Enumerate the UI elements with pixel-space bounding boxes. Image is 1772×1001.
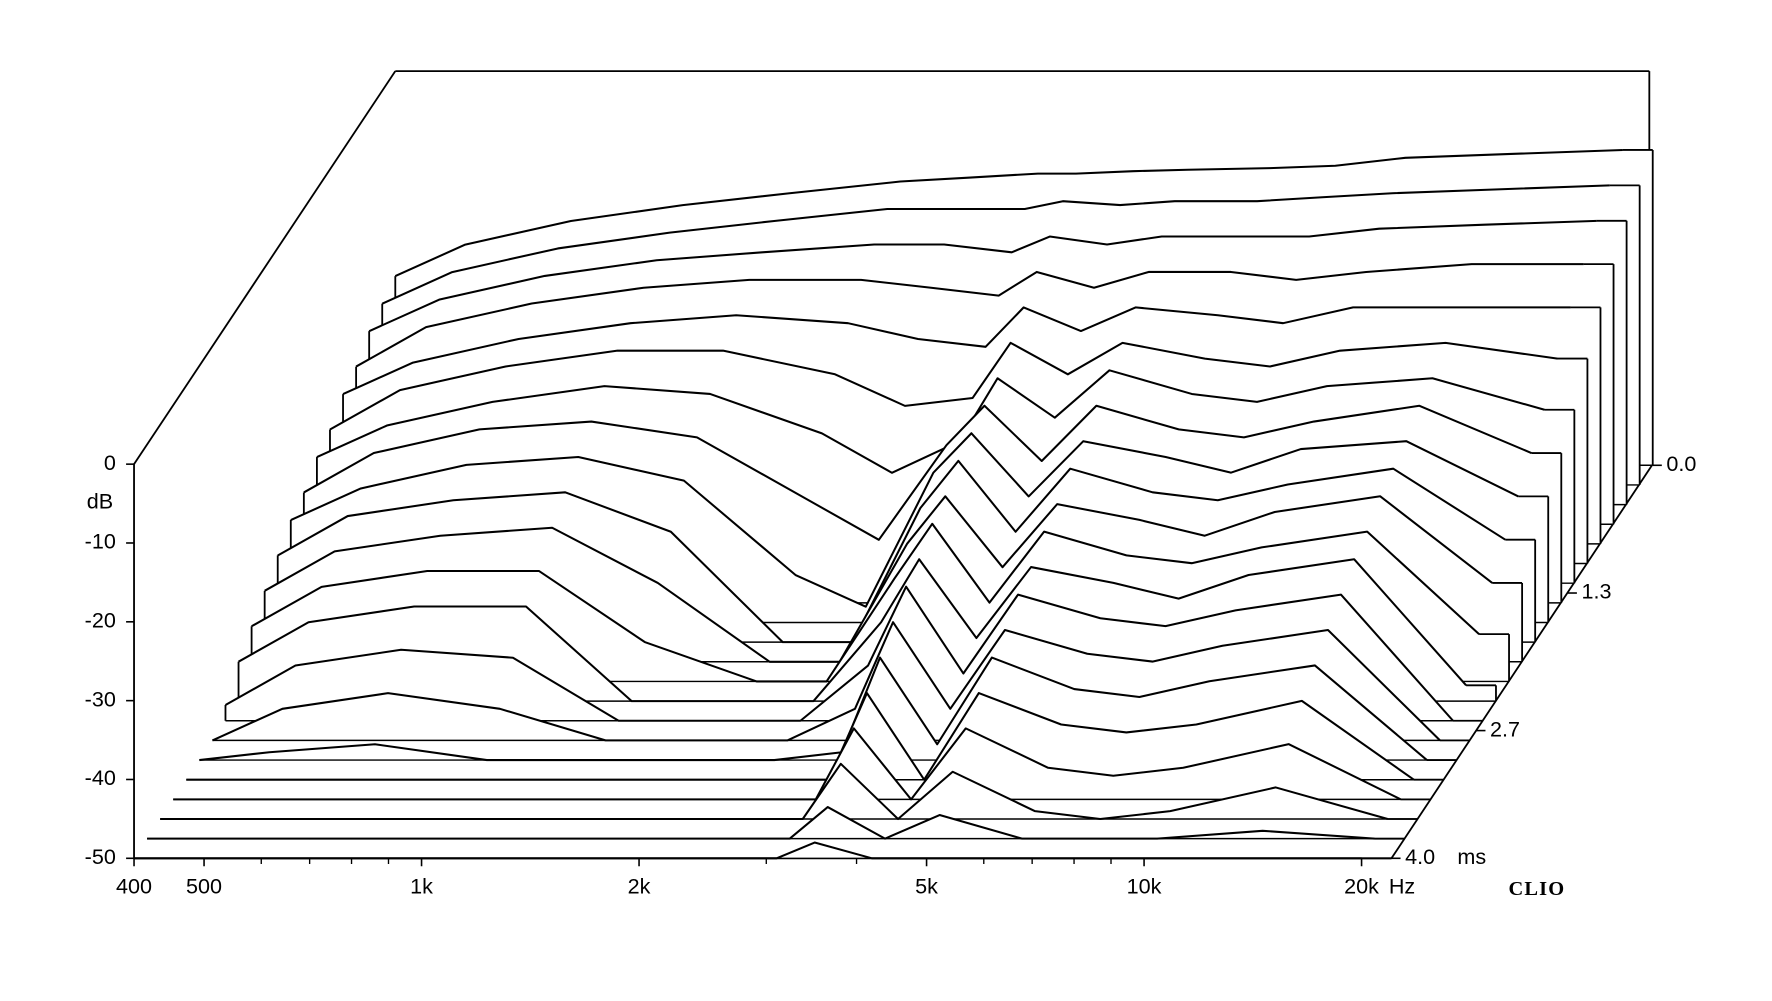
slice <box>160 762 1418 821</box>
decay-curve <box>147 806 1375 840</box>
watermark: CLIO <box>1508 878 1565 900</box>
decay-curve <box>186 692 1415 781</box>
y-tick-label: -40 <box>85 765 116 790</box>
decay-curve <box>316 369 1545 474</box>
x-tick-label: 5k <box>915 874 938 899</box>
y-axis-label: dB <box>87 488 113 513</box>
z-tick-label: 2.7 <box>1490 716 1520 741</box>
z-tick-label: 1.3 <box>1581 579 1611 604</box>
slice-mask <box>186 692 1444 780</box>
decay-curve <box>224 585 1454 722</box>
z-axis-label: ms <box>1457 844 1486 869</box>
decay-curve <box>355 263 1584 368</box>
decay-curve <box>264 495 1493 663</box>
x-tick-label: 400 <box>116 874 152 899</box>
x-axis-label: Hz <box>1389 874 1415 899</box>
slice-mask <box>134 842 1392 859</box>
decay-curve <box>134 841 1362 860</box>
slice-mask <box>173 728 1431 800</box>
decay-curve <box>303 404 1532 541</box>
slice-mask <box>160 763 1418 820</box>
z-tick-label: 4.0 <box>1405 844 1435 869</box>
decay-curve <box>368 219 1597 333</box>
y-tick-label: -50 <box>85 844 116 869</box>
decay-curve <box>173 727 1402 801</box>
y-tick-label: 0 <box>104 450 116 475</box>
decay-curve <box>290 432 1519 608</box>
y-tick-label: -20 <box>85 608 116 633</box>
x-tick-label: 1k <box>410 874 433 899</box>
decay-curve <box>251 522 1480 683</box>
frame-edge <box>133 70 397 465</box>
decay-curve <box>381 184 1610 305</box>
decay-curve <box>160 762 1389 821</box>
x-tick-label: 10k <box>1127 874 1162 899</box>
slice-mask <box>147 807 1405 839</box>
z-tick-label: 0.0 <box>1666 451 1696 476</box>
x-tick-label: 2k <box>628 874 651 899</box>
x-tick-label: 20k <box>1344 874 1379 899</box>
decay-curve <box>238 558 1467 703</box>
decay-curve <box>342 306 1571 395</box>
y-tick-label: -10 <box>85 529 116 554</box>
x-tick-label: 500 <box>186 874 222 899</box>
y-tick-label: -30 <box>85 686 116 711</box>
slice <box>147 806 1405 840</box>
decay-curve <box>329 341 1558 431</box>
decay-curve <box>211 621 1441 742</box>
decay-curve <box>394 148 1623 277</box>
slice <box>134 841 1392 860</box>
decay-curve <box>277 459 1506 644</box>
